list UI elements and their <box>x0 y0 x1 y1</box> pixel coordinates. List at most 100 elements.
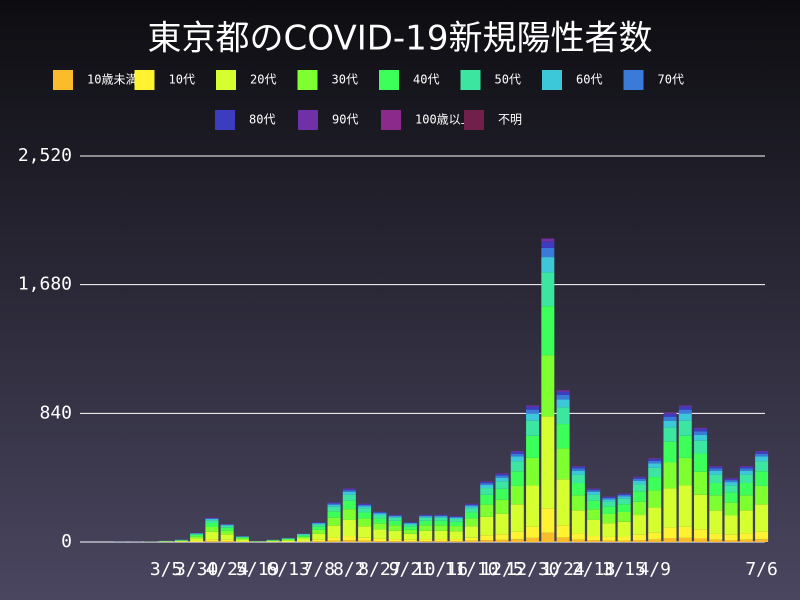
legend-swatch <box>623 70 644 90</box>
bar-segment <box>281 540 295 542</box>
bar-segment <box>480 483 494 486</box>
bar-segment <box>587 519 601 537</box>
bar-segment <box>449 526 463 532</box>
bar-segment <box>739 539 753 542</box>
bar-segment <box>541 241 555 248</box>
bar-segment <box>663 527 677 539</box>
bar-segment <box>724 478 738 479</box>
bar-segment <box>755 539 769 542</box>
bar-segment <box>602 523 616 537</box>
bar-segment <box>312 533 326 540</box>
y-tick-label: 2,520 <box>18 145 72 166</box>
x-tick-label: 3/5 <box>150 559 183 580</box>
bar-segment <box>709 474 723 484</box>
chart-title: 東京都のCOVID-19新規陽性者数 <box>148 19 653 59</box>
bar-segment <box>739 470 753 475</box>
bar-segment <box>358 504 372 505</box>
bar-segment <box>678 485 692 527</box>
bar-segment <box>495 539 509 542</box>
bar-segment <box>281 539 295 541</box>
bar-segment <box>632 477 646 479</box>
bar-segment <box>571 474 585 484</box>
bar-segment <box>358 506 372 509</box>
bar-segment <box>327 537 341 541</box>
bar-segment <box>220 524 234 525</box>
bar-segment <box>663 414 677 417</box>
bar-segment <box>556 479 570 526</box>
bar-segment <box>480 540 494 542</box>
x-tick-label: 8/2 <box>333 559 366 580</box>
bar-segment <box>571 539 585 542</box>
bar-segment <box>755 504 769 532</box>
bar-segment <box>632 491 646 502</box>
bar-segment <box>755 531 769 540</box>
bar-segment <box>739 533 753 540</box>
bar-segment <box>709 466 723 469</box>
x-tick-label: 4/9 <box>638 559 671 580</box>
bar-segment <box>464 512 478 519</box>
bar-segment <box>205 541 219 542</box>
bar-segment <box>632 478 646 481</box>
bar-segment <box>724 480 738 483</box>
bar-segment <box>464 504 478 507</box>
bar-segment <box>694 434 708 441</box>
bar-segment <box>342 540 356 542</box>
bar-segment <box>297 538 311 542</box>
bar-segment <box>342 491 356 495</box>
bar-segment <box>587 489 601 491</box>
bar-segment <box>709 495 723 511</box>
bar-segment <box>388 541 402 542</box>
bar-segment <box>709 466 723 467</box>
bar-segment <box>495 473 509 475</box>
bar-segment <box>587 494 601 501</box>
bar-segment <box>632 480 646 485</box>
bar-segment <box>663 462 677 489</box>
bar-segment <box>541 257 555 273</box>
bar-segment <box>678 457 692 486</box>
bar-segment <box>739 474 753 484</box>
bar-segment <box>495 488 509 500</box>
bar-segment <box>220 524 234 526</box>
bar-segment <box>571 510 585 534</box>
bar-segment <box>617 498 631 505</box>
bar-segment <box>510 531 524 540</box>
bar-segment <box>419 530 433 540</box>
bar-segment <box>312 523 326 525</box>
bar-segment <box>632 515 646 535</box>
legend-label: 60代 <box>576 73 602 87</box>
x-tick-label: 10/16 <box>414 559 468 580</box>
bar-segment <box>358 518 372 527</box>
y-tick-label: 0 <box>61 531 72 552</box>
legend-label: 40代 <box>413 73 439 87</box>
bar-segment <box>419 541 433 542</box>
bar-segment <box>556 537 570 542</box>
bar-segment <box>220 541 234 542</box>
bar-segment <box>495 475 509 478</box>
bar-segment <box>694 494 708 530</box>
bar-segment <box>510 485 524 505</box>
bar-segment <box>358 540 372 542</box>
bar-segment <box>495 499 509 514</box>
bar-segment <box>358 512 372 519</box>
bar-segment <box>205 526 219 532</box>
bar-segment <box>449 531 463 540</box>
bar-segment <box>327 525 341 538</box>
bar-segment <box>312 524 326 527</box>
bar-segment <box>694 538 708 542</box>
bar-segment <box>342 500 356 510</box>
legend-label: 90代 <box>332 113 358 127</box>
x-tick-label: 2/18 <box>572 559 615 580</box>
bar-segment <box>678 526 692 538</box>
bar-segment <box>403 522 417 524</box>
bar-segment <box>419 525 433 531</box>
bar-segment <box>602 497 616 500</box>
bar-segment <box>648 539 662 542</box>
legend-label: 不明 <box>498 113 522 127</box>
bar-segment <box>434 516 448 518</box>
bar-segment <box>510 456 524 462</box>
bar-segment <box>419 520 433 526</box>
bar-segment <box>678 420 692 436</box>
bar-segment <box>556 407 570 425</box>
bar-segment <box>464 508 478 513</box>
